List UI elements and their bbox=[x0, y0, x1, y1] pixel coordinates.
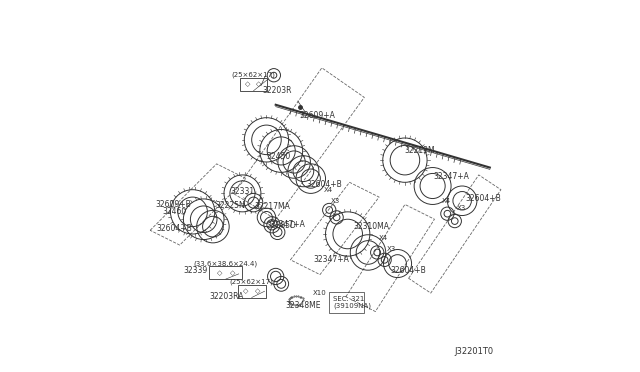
Text: X10: X10 bbox=[312, 290, 326, 296]
Text: 32213M: 32213M bbox=[404, 147, 435, 155]
Text: X3: X3 bbox=[456, 205, 466, 211]
Text: 32347+A: 32347+A bbox=[314, 255, 349, 264]
Text: ◇: ◇ bbox=[255, 288, 260, 294]
Text: 32609+A: 32609+A bbox=[300, 111, 335, 121]
Text: 32217MA: 32217MA bbox=[255, 202, 291, 211]
Text: 32609+B: 32609+B bbox=[156, 200, 191, 209]
Text: 32348ME: 32348ME bbox=[285, 301, 321, 311]
Text: 32203RA: 32203RA bbox=[210, 292, 244, 301]
Text: (25×62×17): (25×62×17) bbox=[232, 72, 275, 78]
Text: ◇: ◇ bbox=[245, 81, 251, 87]
Text: 32460: 32460 bbox=[163, 206, 187, 216]
FancyBboxPatch shape bbox=[238, 285, 266, 298]
Text: 32203R: 32203R bbox=[262, 86, 292, 94]
FancyBboxPatch shape bbox=[209, 266, 243, 279]
Text: SEC. 321
(39109NA): SEC. 321 (39109NA) bbox=[333, 296, 371, 309]
Text: 32604+B: 32604+B bbox=[306, 180, 342, 189]
Text: ◇: ◇ bbox=[230, 270, 235, 276]
Text: ◇: ◇ bbox=[216, 270, 222, 276]
Text: 32285D: 32285D bbox=[266, 221, 296, 230]
Text: (33.6×38.6×24.4): (33.6×38.6×24.4) bbox=[194, 260, 258, 267]
Text: 32604+B: 32604+B bbox=[390, 266, 426, 275]
Text: X4: X4 bbox=[442, 198, 451, 204]
Text: X4: X4 bbox=[379, 235, 388, 241]
Text: 32225N: 32225N bbox=[215, 201, 244, 210]
Text: ◇: ◇ bbox=[243, 288, 249, 294]
Text: 32347+A: 32347+A bbox=[269, 220, 305, 229]
Text: J32201T0: J32201T0 bbox=[454, 347, 493, 356]
Text: X4: X4 bbox=[324, 187, 333, 193]
Text: 32310MA: 32310MA bbox=[353, 222, 389, 231]
FancyBboxPatch shape bbox=[240, 78, 268, 91]
Text: ◇: ◇ bbox=[257, 81, 262, 87]
Text: X3: X3 bbox=[331, 198, 340, 204]
Text: 32339: 32339 bbox=[183, 266, 207, 275]
Text: 32347+A: 32347+A bbox=[434, 172, 470, 181]
Text: 32604+B: 32604+B bbox=[157, 224, 193, 233]
Text: X3: X3 bbox=[387, 246, 396, 252]
Text: (25×62×17): (25×62×17) bbox=[230, 279, 274, 285]
Text: 32331: 32331 bbox=[230, 187, 255, 196]
Text: 32450: 32450 bbox=[266, 152, 291, 161]
Text: 32604+B: 32604+B bbox=[466, 195, 502, 203]
